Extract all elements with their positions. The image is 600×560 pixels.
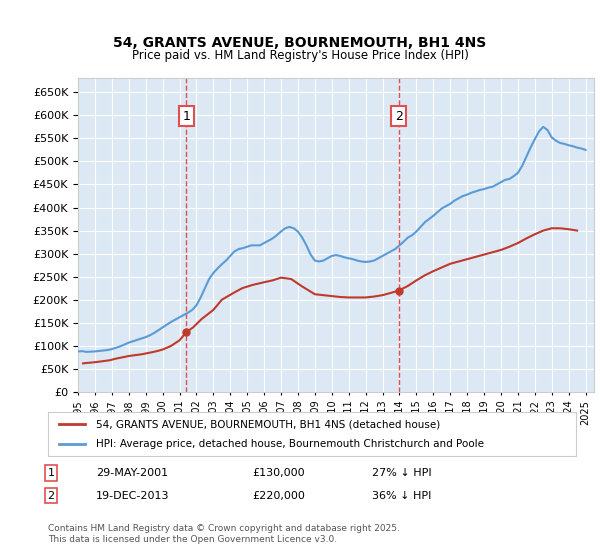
Text: Contains HM Land Registry data © Crown copyright and database right 2025.: Contains HM Land Registry data © Crown c… (48, 524, 400, 533)
Text: 1: 1 (182, 110, 190, 123)
Text: 1: 1 (47, 468, 55, 478)
Text: £130,000: £130,000 (252, 468, 305, 478)
Text: Price paid vs. HM Land Registry's House Price Index (HPI): Price paid vs. HM Land Registry's House … (131, 49, 469, 62)
Text: £220,000: £220,000 (252, 491, 305, 501)
Text: HPI: Average price, detached house, Bournemouth Christchurch and Poole: HPI: Average price, detached house, Bour… (95, 439, 484, 449)
Text: 54, GRANTS AVENUE, BOURNEMOUTH, BH1 4NS: 54, GRANTS AVENUE, BOURNEMOUTH, BH1 4NS (113, 36, 487, 50)
Text: 27% ↓ HPI: 27% ↓ HPI (372, 468, 431, 478)
Text: 36% ↓ HPI: 36% ↓ HPI (372, 491, 431, 501)
Text: This data is licensed under the Open Government Licence v3.0.: This data is licensed under the Open Gov… (48, 535, 337, 544)
Text: 2: 2 (395, 110, 403, 123)
Text: 19-DEC-2013: 19-DEC-2013 (96, 491, 170, 501)
Text: 29-MAY-2001: 29-MAY-2001 (96, 468, 168, 478)
Text: 2: 2 (47, 491, 55, 501)
Text: 54, GRANTS AVENUE, BOURNEMOUTH, BH1 4NS (detached house): 54, GRANTS AVENUE, BOURNEMOUTH, BH1 4NS … (95, 419, 440, 429)
